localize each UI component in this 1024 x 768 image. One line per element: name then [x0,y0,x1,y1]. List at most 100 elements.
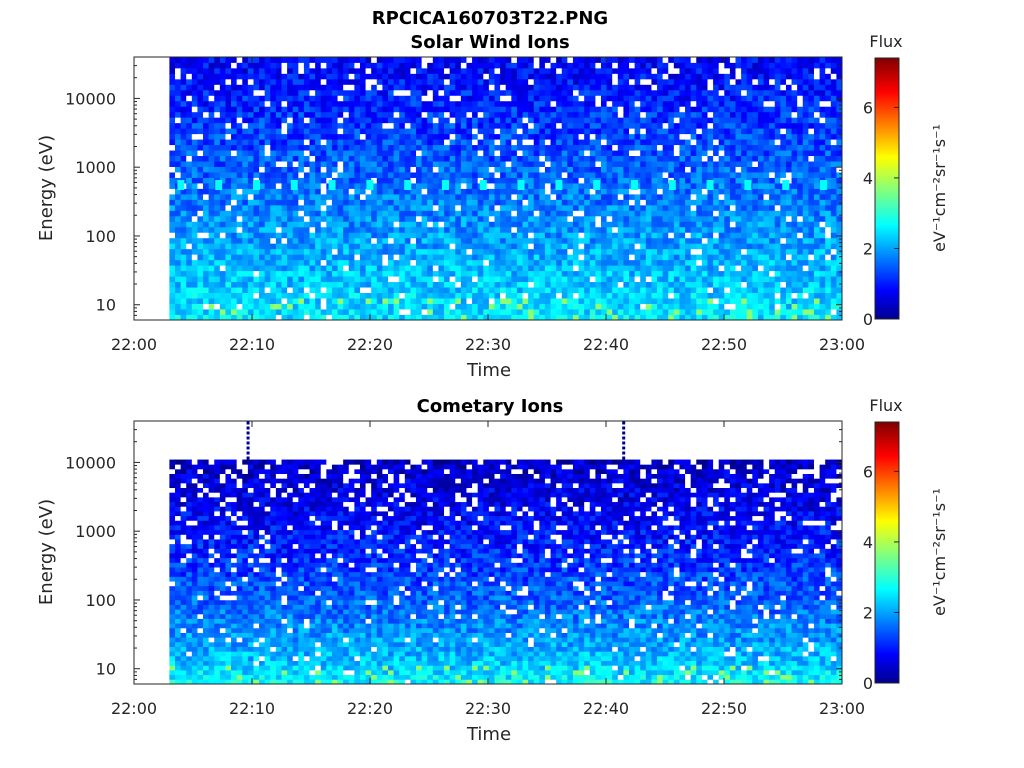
heatmap-cell [359,188,366,195]
heatmap-cell [685,166,692,173]
heatmap-cell [825,117,832,124]
heatmap-cell [533,133,540,140]
heatmap-cell [505,95,512,102]
heatmap-cell [690,166,697,173]
heatmap-cell [550,298,557,304]
heatmap-cell [539,144,546,151]
heatmap-cell [561,210,568,217]
heatmap-cell [752,161,759,167]
heatmap-cell [337,133,344,140]
heatmap-cell [371,265,378,272]
heatmap-cell [494,237,501,244]
heatmap-cell [528,232,535,239]
heatmap-cell [813,155,820,162]
heatmap-cell [724,193,731,200]
heatmap-cell [606,193,613,200]
heatmap-cell [287,100,294,107]
heatmap-cell [769,128,776,135]
heatmap-cell [449,270,456,277]
heatmap-cell [819,215,826,222]
heatmap-cell [309,259,316,266]
heatmap-cell [657,117,664,124]
heatmap-cell [298,161,305,167]
heatmap-cell [808,237,815,244]
heatmap-cell [438,117,445,124]
heatmap-cell [365,270,372,277]
heatmap-cell [679,150,686,157]
heatmap-cell [836,221,843,228]
heatmap-cell [657,298,664,304]
heatmap-cell [735,287,742,294]
heatmap-cell [617,139,624,146]
heatmap-cell [617,95,624,102]
heatmap-cell [175,210,182,217]
heatmap-cell [371,111,378,118]
heatmap-cell [320,111,327,118]
heatmap-cell [679,226,686,233]
heatmap-cell [488,204,495,211]
heatmap-cell [757,237,764,244]
heatmap-cell [236,221,243,228]
heatmap-cell [393,193,400,200]
heatmap-cell [253,259,260,266]
heatmap-cell [281,177,288,184]
heatmap-cell [791,117,798,124]
heatmap-cell [511,314,518,321]
heatmap-cell [264,144,271,151]
heatmap-cell [466,210,473,217]
heatmap-cell [522,221,529,228]
heatmap-cell [337,292,344,299]
heatmap-cell [808,188,815,195]
heatmap-cell [438,183,445,189]
heatmap-cell [522,199,529,206]
heatmap-cell [713,292,720,299]
heatmap-cell [729,287,736,294]
heatmap-cell [287,133,294,140]
heatmap-cell [511,106,518,113]
heatmap-cell [572,309,579,315]
heatmap-cell [791,139,798,146]
heatmap-cell [393,122,400,129]
heatmap-cell [460,133,467,140]
heatmap-cell [416,292,423,299]
heatmap-cell [634,259,641,266]
heatmap-cell [208,155,215,162]
heatmap-cell [236,106,243,113]
heatmap-cell [247,265,254,272]
heatmap-cell [449,177,456,184]
heatmap-cell [343,314,350,321]
heatmap-cell [645,100,652,107]
heatmap-cell [343,243,350,250]
heatmap-cell [797,106,804,113]
heatmap-cell [701,128,708,135]
heatmap-cell [757,303,764,310]
heatmap-cell [214,139,221,146]
heatmap-cell [511,111,518,118]
heatmap-cell [259,287,266,294]
heatmap-cell [802,287,809,294]
heatmap-cell [696,166,703,173]
heatmap-cell [292,111,299,118]
heatmap-cell [696,172,703,178]
heatmap-cell [802,128,809,135]
heatmap-cell [584,188,591,195]
heatmap-cell [785,188,792,195]
heatmap-cell [270,303,277,310]
heatmap-cell [511,292,518,299]
heatmap-cell [718,204,725,211]
heatmap-cell [247,128,254,135]
heatmap-cell [511,188,518,195]
heatmap-cell [427,287,434,294]
heatmap-cell [432,221,439,228]
heatmap-cell [741,144,748,151]
heatmap-cell [741,270,748,277]
heatmap-cell [236,183,243,189]
heatmap-cell [516,166,523,173]
heatmap-cell [651,172,658,178]
heatmap-cell [612,237,619,244]
heatmap-cell [500,232,507,239]
heatmap-cell [376,265,383,272]
heatmap-cell [483,243,490,250]
heatmap-cell [186,309,193,315]
heatmap-cell [830,298,837,304]
